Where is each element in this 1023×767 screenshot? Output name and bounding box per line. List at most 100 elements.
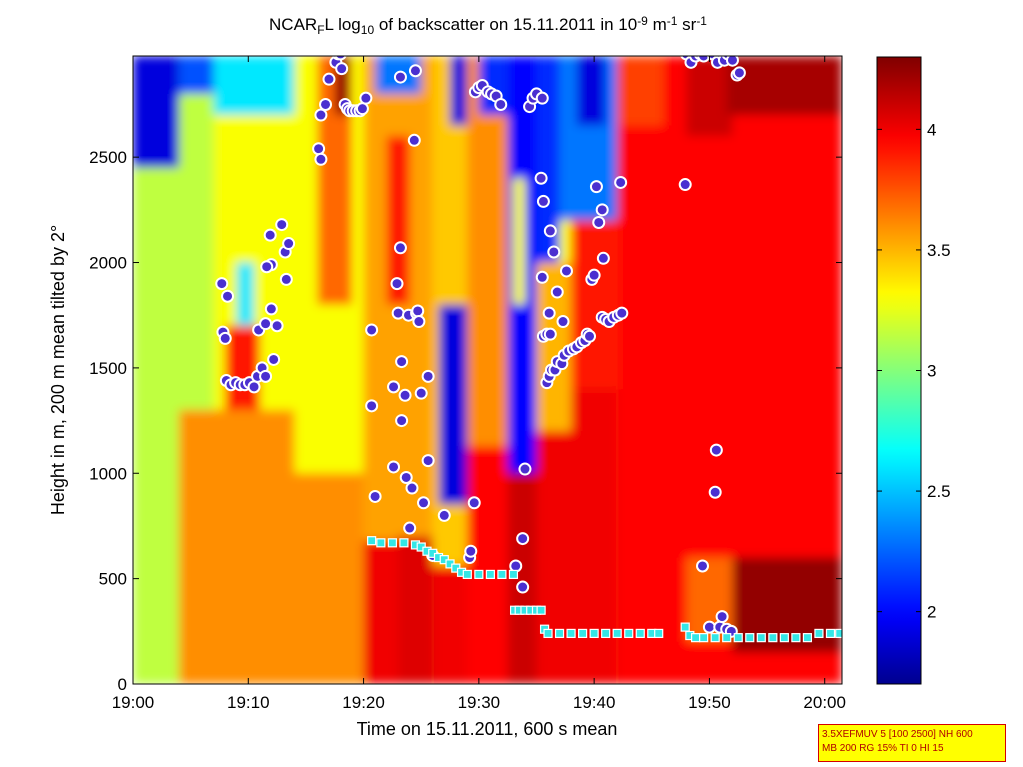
title-part-8: sr [677, 15, 696, 34]
y-axis-label: Height in m, 200 m mean tilted by 2° [48, 225, 68, 515]
cloud-base-markers [215, 56, 746, 638]
colorbar-ticks: 2 2.5 3 3.5 4 [877, 120, 951, 622]
mixing-layer-point [462, 569, 472, 580]
field-cell [686, 56, 733, 137]
cloud-base-point [583, 329, 597, 343]
title-part-4: of backscatter on 15.11.2011 in 10 [374, 15, 637, 34]
cloud-base-point [467, 496, 481, 510]
cloud-base-point [334, 56, 347, 61]
y-axis: 0 500 1000 1500 2000 2500 [89, 148, 842, 694]
cloud-base-point [260, 260, 274, 274]
cloud-base-point [387, 460, 401, 474]
cloud-base-point [516, 532, 530, 546]
field-cell [513, 178, 525, 305]
x-tick-label: 20:00 [803, 693, 846, 712]
field-cell [467, 445, 508, 684]
mixing-layer-point [399, 538, 409, 548]
mixing-layer-point [508, 569, 519, 580]
cloud-base-point [405, 481, 419, 495]
cloud-base-point [437, 508, 451, 522]
title-part-5: -9 [637, 14, 648, 28]
cloud-base-point [709, 443, 723, 457]
cloud-base-point [596, 251, 610, 265]
cloud-base-point [335, 62, 349, 76]
mixing-layer-point [367, 536, 377, 546]
settings-info-box: 3.5XEFMUV 5 [100 2500] NH 600 MB 200 RG … [818, 724, 1006, 762]
cloud-base-point [715, 610, 729, 624]
cloud-base-point [215, 277, 229, 291]
cloud-base-point [399, 470, 413, 484]
mixing-layer-point [624, 628, 634, 639]
cloud-base-point [398, 388, 412, 402]
mixing-layer-point [654, 628, 664, 639]
cloud-base-point [267, 352, 281, 366]
cloud-base-point [221, 289, 235, 303]
mixing-layer-point [680, 622, 690, 632]
cloud-base-point [464, 544, 478, 558]
title-part-7: -1 [667, 14, 678, 28]
cloud-base-point [414, 386, 428, 400]
x-tick-label: 19:00 [112, 693, 155, 712]
cloud-base-point [411, 304, 425, 318]
cloud-base-point [270, 319, 284, 333]
colorbar-tick-label: 2.5 [927, 482, 951, 501]
x-tick-label: 19:10 [227, 693, 270, 712]
y-tick-label: 1500 [89, 359, 127, 378]
cloud-base-point [264, 302, 278, 316]
cloud-base-point [218, 331, 232, 345]
cloud-base-point [421, 454, 435, 468]
mixing-layer-point [387, 538, 397, 548]
field-cell [571, 388, 618, 684]
cloud-base-point [421, 369, 435, 383]
settings-line-2: MB 200 RG 15% TI 0 HI 15 [822, 743, 944, 754]
mixing-layer-point [601, 628, 611, 639]
cloud-base-point [559, 264, 573, 278]
mixing-layer-point [814, 628, 824, 639]
mixing-layer-point [485, 569, 495, 580]
cloud-base-point [615, 306, 629, 320]
cloud-base-point [314, 108, 328, 122]
cloud-base-point [589, 180, 603, 194]
field-cell [179, 56, 214, 94]
mixing-layer-point [710, 633, 720, 643]
cloud-base-point [403, 521, 417, 535]
mixing-layer-point [745, 633, 755, 643]
mixing-layer-point [566, 628, 576, 639]
field-cell [386, 136, 410, 305]
cloud-base-point [535, 270, 549, 284]
cloud-base-point [355, 102, 369, 116]
cloud-base-point [678, 178, 692, 192]
field-cell [363, 540, 399, 684]
field-cell [617, 56, 664, 126]
title-part-1: F [317, 23, 324, 37]
cloud-base-point [322, 72, 336, 86]
cloud-base-point [614, 175, 628, 189]
mixing-layer-point [635, 628, 645, 639]
cloud-base-point [393, 241, 407, 255]
cloud-base-point [393, 70, 407, 84]
cloud-base-point [365, 399, 379, 413]
cloud-base-point [536, 194, 550, 208]
field-cell [450, 56, 468, 126]
title-part-9: -1 [696, 14, 707, 28]
cloud-base-point [275, 218, 289, 232]
cloud-base-point [697, 56, 711, 63]
cloud-base-point [390, 277, 404, 291]
cloud-base-point [696, 559, 710, 573]
cloud-base-point [387, 380, 401, 394]
mixing-layer-point [690, 633, 701, 643]
cloud-base-point [279, 272, 293, 286]
mixing-layer-point [802, 633, 813, 643]
x-tick-label: 19:50 [688, 693, 731, 712]
cloud-base-point [518, 462, 532, 476]
mixing-layer-point [791, 633, 801, 643]
cloud-base-point [708, 485, 722, 499]
x-tick-label: 19:40 [573, 693, 616, 712]
mixing-layer-point [835, 628, 842, 639]
field-cell [467, 56, 508, 446]
cloud-base-point [359, 91, 373, 105]
x-axis: 19:00 19:10 19:20 19:30 19:40 19:50 20:00 [112, 56, 846, 712]
y-tick-label: 0 [118, 675, 127, 694]
mixing-layer-point [578, 628, 588, 639]
